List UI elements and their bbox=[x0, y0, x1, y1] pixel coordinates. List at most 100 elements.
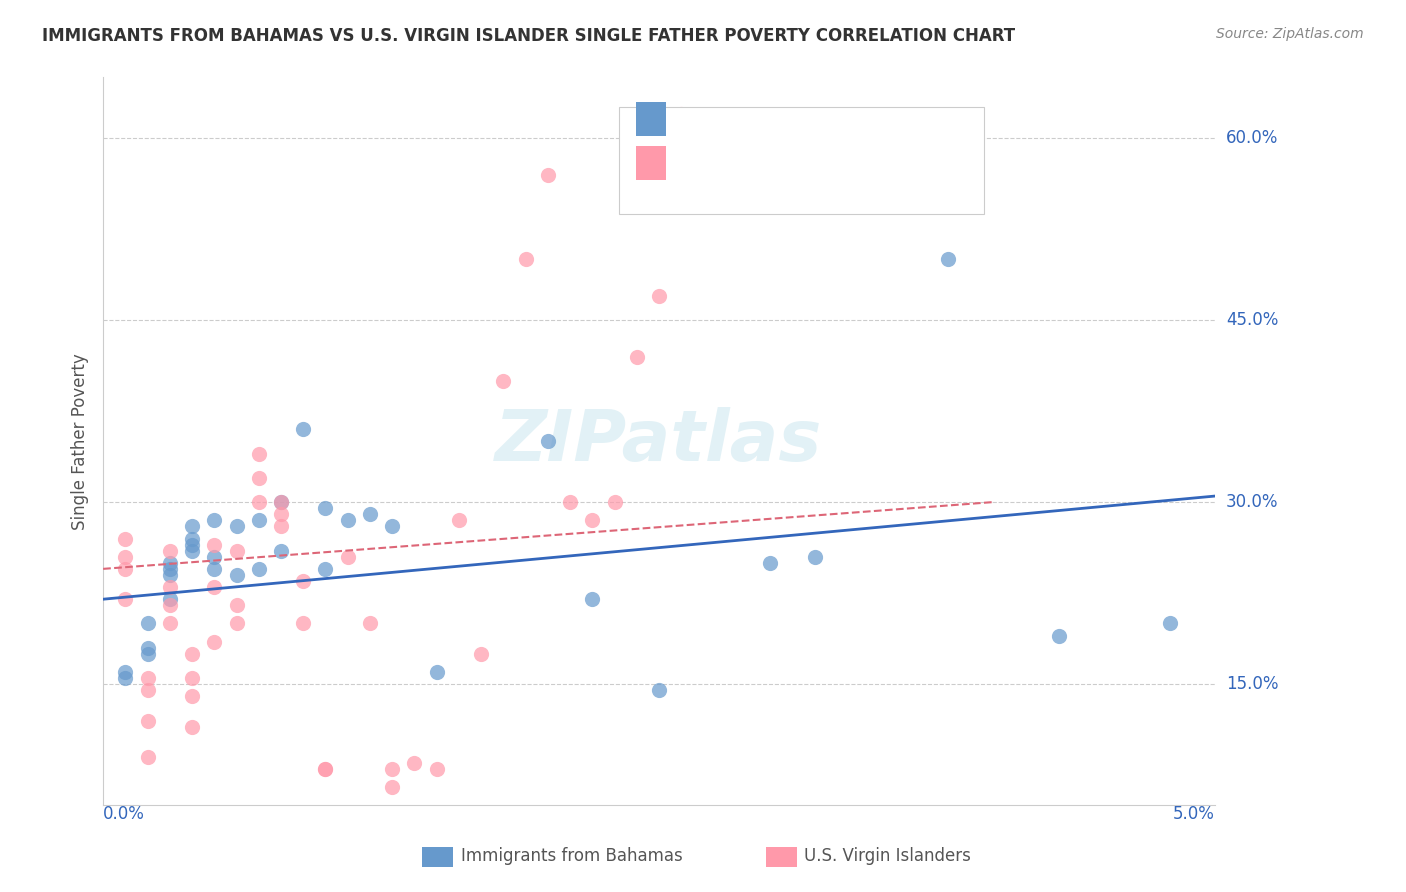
Text: IMMIGRANTS FROM BAHAMAS VS U.S. VIRGIN ISLANDER SINGLE FATHER POVERTY CORRELATIO: IMMIGRANTS FROM BAHAMAS VS U.S. VIRGIN I… bbox=[42, 27, 1015, 45]
Point bbox=[603, 495, 626, 509]
Point bbox=[292, 574, 315, 588]
Point bbox=[114, 562, 136, 576]
Point bbox=[292, 422, 315, 436]
Text: 15.0%: 15.0% bbox=[1226, 675, 1278, 693]
Point bbox=[270, 543, 292, 558]
Point bbox=[537, 434, 560, 449]
Point bbox=[159, 568, 181, 582]
Point bbox=[426, 762, 449, 776]
Point bbox=[671, 107, 693, 121]
Point bbox=[336, 549, 359, 564]
Point bbox=[136, 671, 159, 685]
Point bbox=[936, 252, 959, 267]
Point bbox=[270, 495, 292, 509]
Point bbox=[247, 562, 270, 576]
Point bbox=[314, 562, 336, 576]
Point bbox=[159, 592, 181, 607]
Point bbox=[181, 519, 204, 533]
Point bbox=[1047, 629, 1070, 643]
Point bbox=[159, 543, 181, 558]
Point bbox=[247, 513, 270, 527]
Point bbox=[270, 508, 292, 522]
Y-axis label: Single Father Poverty: Single Father Poverty bbox=[72, 353, 89, 530]
Point bbox=[181, 720, 204, 734]
Text: 0.291: 0.291 bbox=[720, 114, 772, 132]
Point bbox=[159, 562, 181, 576]
Text: 0.123: 0.123 bbox=[720, 159, 772, 177]
Point bbox=[247, 447, 270, 461]
Point bbox=[492, 374, 515, 388]
Point bbox=[114, 671, 136, 685]
Point bbox=[648, 683, 671, 698]
Text: R =: R = bbox=[678, 114, 714, 132]
Text: 60.0%: 60.0% bbox=[1226, 129, 1278, 147]
Text: 5.0%: 5.0% bbox=[1173, 805, 1215, 823]
Point bbox=[803, 549, 825, 564]
Point bbox=[136, 750, 159, 764]
Text: R =: R = bbox=[678, 159, 714, 177]
Point bbox=[202, 562, 225, 576]
Point bbox=[426, 665, 449, 679]
Text: 30.0%: 30.0% bbox=[1226, 493, 1278, 511]
Point bbox=[181, 532, 204, 546]
Point bbox=[202, 549, 225, 564]
Point bbox=[470, 647, 492, 661]
Point bbox=[359, 508, 381, 522]
Point bbox=[581, 592, 603, 607]
Point bbox=[404, 756, 426, 770]
Point bbox=[136, 714, 159, 728]
Point bbox=[136, 640, 159, 655]
Point bbox=[181, 538, 204, 552]
Point bbox=[136, 616, 159, 631]
Text: N =: N = bbox=[801, 159, 838, 177]
Point bbox=[225, 543, 247, 558]
Point bbox=[202, 513, 225, 527]
Point bbox=[202, 634, 225, 648]
Point bbox=[247, 471, 270, 485]
Point bbox=[225, 568, 247, 582]
Point bbox=[515, 252, 537, 267]
Point bbox=[292, 616, 315, 631]
Point bbox=[202, 538, 225, 552]
Point bbox=[181, 647, 204, 661]
Point bbox=[136, 683, 159, 698]
Text: ZIPatlas: ZIPatlas bbox=[495, 407, 823, 476]
Point bbox=[114, 665, 136, 679]
Point bbox=[202, 580, 225, 594]
Text: 49: 49 bbox=[841, 159, 865, 177]
Point bbox=[359, 616, 381, 631]
Point bbox=[1159, 616, 1181, 631]
Point bbox=[159, 580, 181, 594]
Point bbox=[114, 532, 136, 546]
Point bbox=[558, 495, 581, 509]
Point bbox=[225, 519, 247, 533]
Text: 37: 37 bbox=[841, 114, 865, 132]
Point bbox=[336, 513, 359, 527]
Point bbox=[381, 780, 404, 795]
Point bbox=[181, 690, 204, 704]
Point bbox=[136, 647, 159, 661]
Point bbox=[626, 350, 648, 364]
Point bbox=[225, 599, 247, 613]
Text: N =: N = bbox=[801, 114, 838, 132]
Text: U.S. Virgin Islanders: U.S. Virgin Islanders bbox=[804, 847, 972, 865]
Text: Source: ZipAtlas.com: Source: ZipAtlas.com bbox=[1216, 27, 1364, 41]
Point bbox=[270, 495, 292, 509]
Point bbox=[381, 762, 404, 776]
Point bbox=[447, 513, 470, 527]
Point bbox=[381, 519, 404, 533]
Point bbox=[159, 599, 181, 613]
Point bbox=[759, 556, 782, 570]
Point bbox=[159, 556, 181, 570]
Text: Immigrants from Bahamas: Immigrants from Bahamas bbox=[461, 847, 683, 865]
Point bbox=[225, 616, 247, 631]
Point bbox=[247, 495, 270, 509]
Text: 45.0%: 45.0% bbox=[1226, 311, 1278, 329]
Point bbox=[270, 519, 292, 533]
Point bbox=[181, 671, 204, 685]
Text: 0.0%: 0.0% bbox=[103, 805, 145, 823]
Point bbox=[181, 543, 204, 558]
Point bbox=[159, 616, 181, 631]
Point bbox=[581, 513, 603, 527]
Point bbox=[648, 289, 671, 303]
